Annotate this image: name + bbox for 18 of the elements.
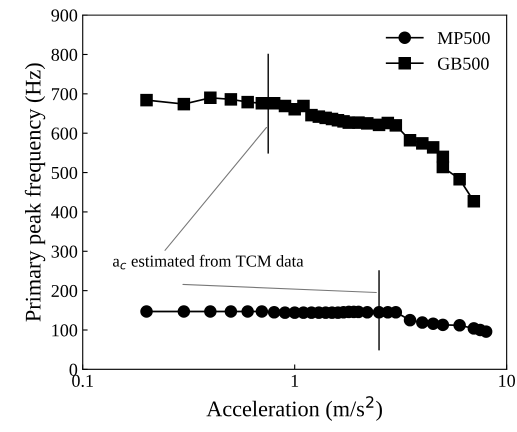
- y-tick-label: 800: [51, 48, 78, 61]
- legend-label: MP500: [438, 32, 490, 44]
- legend-label: GB500: [438, 58, 489, 70]
- y-tick-label: 700: [52, 88, 78, 100]
- annotation: a$_{c}$ estimated from TCM data: [112, 254, 304, 270]
- x-tick-label: 0.1: [72, 374, 93, 388]
- y-tick-label: 600: [52, 127, 78, 140]
- x-tick-label: 10: [499, 374, 515, 387]
- y-tick-label: 0: [70, 364, 78, 376]
- x-tick-label: 1: [292, 374, 298, 387]
- y-tick-label: 400: [51, 206, 78, 218]
- x-axis-title: Acceleration (m/s$^{2}$): [206, 396, 382, 421]
- y-tick-label: 100: [52, 324, 78, 336]
- y-axis-title: Primary peak frequency (Hz): [24, 63, 46, 322]
- y-tick-label: 300: [52, 246, 78, 258]
- y-tick-label: 500: [52, 166, 78, 179]
- y-tick-label: 200: [52, 284, 78, 298]
- y-tick-label: 900: [51, 9, 78, 22]
